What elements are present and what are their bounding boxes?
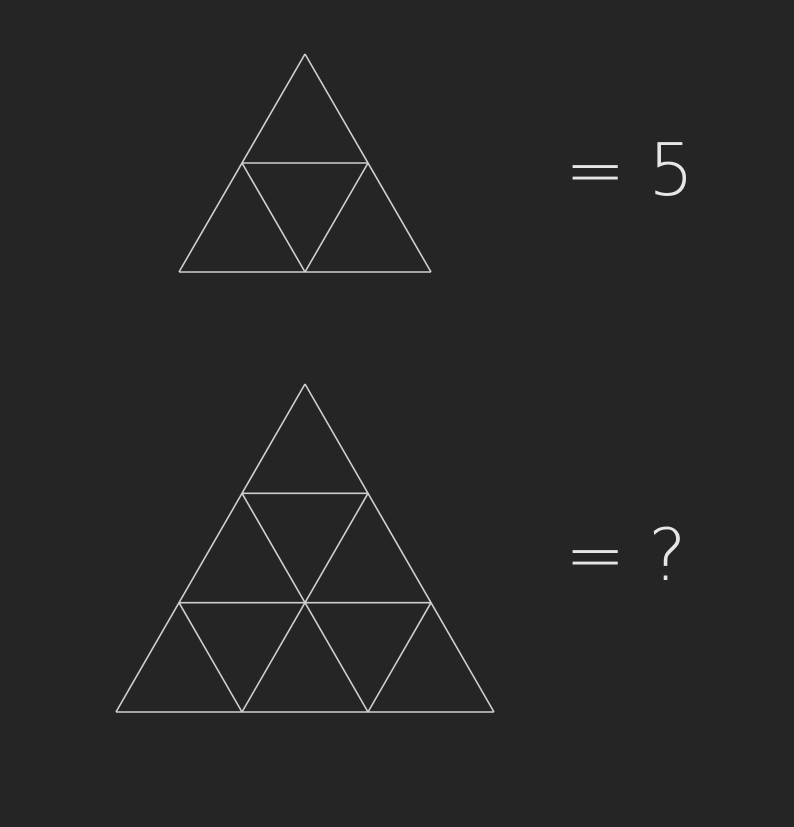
left-slant-line — [304, 162, 369, 273]
right-slant-line — [178, 602, 243, 713]
left-slant-line — [367, 602, 432, 713]
right-slant-line — [241, 162, 306, 273]
left-slant-line — [115, 383, 306, 713]
right-slant-line — [304, 383, 495, 713]
equation-small: = 5 — [565, 128, 694, 212]
large-triangle-figure — [115, 383, 495, 713]
right-slant-line — [304, 53, 432, 273]
right-slant-line — [241, 492, 369, 713]
equation-large: = ? — [565, 513, 686, 597]
small-triangle-figure — [178, 53, 432, 273]
